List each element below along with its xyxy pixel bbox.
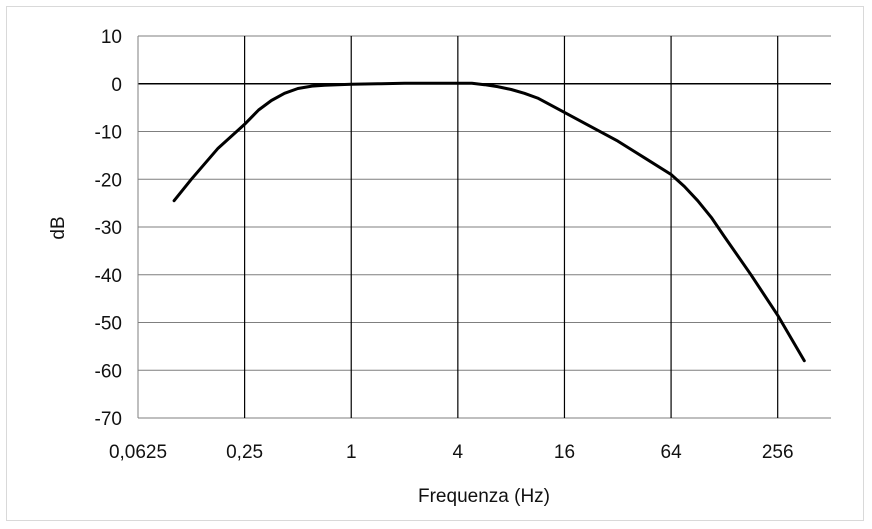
plot-area	[172, 81, 806, 363]
y-tick-label: -30	[95, 218, 122, 239]
y-tick-label: -20	[95, 170, 122, 191]
x-tick-label: 16	[554, 442, 575, 463]
y-tick-label: -40	[95, 266, 122, 287]
x-tick-label: 0,0625	[109, 442, 167, 463]
x-tick-label: 0,25	[226, 442, 263, 463]
y-tick-label: 10	[101, 27, 122, 48]
grid	[137, 35, 831, 419]
x-tick-label: 64	[661, 442, 683, 463]
y-tick-label: 0	[111, 75, 122, 96]
y-tick-label: -10	[95, 123, 122, 144]
y-tick-label: -50	[95, 314, 122, 335]
y-tick-label: -70	[95, 409, 122, 430]
y-axis-title: dB	[48, 216, 69, 239]
y-axis-ticks: 10 0 -10 -20 -30 -40 -50 -60 -70	[95, 27, 122, 430]
x-tick-label: 4	[453, 442, 464, 463]
x-axis-title: Frequenza (Hz)	[418, 486, 550, 507]
x-tick-label: 1	[346, 442, 357, 463]
chart-frame	[6, 6, 864, 521]
x-tick-label: 256	[762, 442, 794, 463]
x-axis-ticks: 0,0625 0,25 1 4 16 64 256	[109, 442, 794, 463]
y-tick-label: -60	[95, 361, 122, 382]
response-curve-line	[172, 81, 806, 363]
